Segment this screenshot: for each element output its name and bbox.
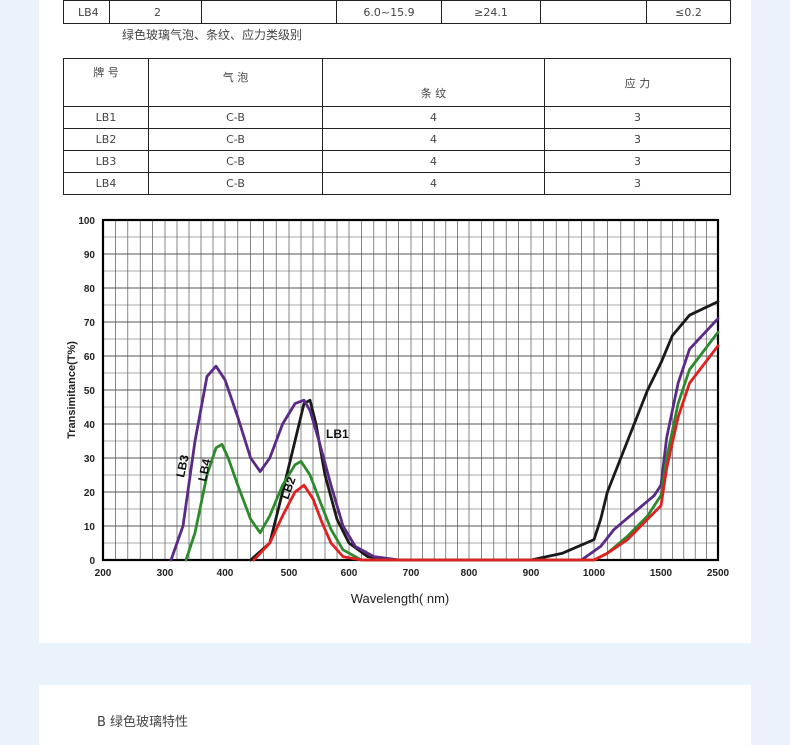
series-line-lb4 (184, 330, 720, 562)
x-tick-label: 1000 (583, 568, 606, 579)
x-tick-label: 1500 (650, 568, 673, 579)
y-tick-label: 70 (84, 318, 96, 329)
table-cell: LB4 (63, 172, 149, 195)
table-row: LB2 C-B 4 3 (63, 128, 731, 151)
x-axis-title: Wavelength( nm) (351, 591, 450, 606)
y-tick-label: 90 (84, 250, 96, 261)
table-cell: 6.0~15.9 (336, 0, 442, 24)
table-cell: C-B (148, 172, 323, 195)
y-tick-label: 10 (84, 522, 96, 533)
table-cell: C-B (148, 106, 323, 129)
y-tick-label: 40 (84, 420, 96, 431)
grade-table: 牌 号 气 泡 条 纹 应 力 LB1 C-B 4 3 LB2 C-B 4 3 … (63, 58, 731, 195)
table-cell (201, 0, 337, 24)
y-tick-label: 80 (84, 284, 96, 295)
y-tick-label: 100 (78, 216, 95, 227)
table-cell: LB2 (63, 128, 149, 151)
series-line-lb3 (169, 317, 720, 562)
y-tick-label: 50 (84, 386, 96, 397)
section-title: B 绿色玻璃特性 (97, 715, 189, 730)
y-tick-label: 20 (84, 488, 96, 499)
table-cell: 2 (109, 0, 202, 24)
table-caption: 绿色玻璃气泡、条纹、应力类级别 (122, 28, 303, 42)
table-cell: LB1 (63, 106, 149, 129)
y-tick-label: 30 (84, 454, 96, 465)
y-tick-label: 60 (84, 352, 96, 363)
y-axis-title: Transimitance(T%) (66, 341, 78, 439)
table-cell: 4 (322, 150, 545, 173)
table-row: LB4 2 6.0~15.9 ≥24.1 ≤0.2 (63, 0, 731, 24)
y-tick-label: 0 (89, 556, 95, 567)
table-cell: LB4 (63, 0, 110, 24)
x-tick-label: 600 (341, 568, 358, 579)
properties-table: LB4 2 6.0~15.9 ≥24.1 ≤0.2 (63, 0, 731, 24)
series-label-lb1: LB1 (326, 427, 349, 441)
header-cell: 气 泡 (148, 58, 323, 107)
series-line-lb2 (252, 344, 720, 562)
x-tick-label: 900 (523, 568, 540, 579)
table-cell: 4 (322, 172, 545, 195)
table-row: LB4 C-B 4 3 (63, 172, 731, 195)
x-tick-label: 700 (403, 568, 420, 579)
transmittance-chart: 0 10 20 30 40 50 60 70 80 90 100 200 300 400 500 600 700… (66, 216, 730, 606)
series-label-lb3: LB3 (173, 453, 191, 478)
x-tick-label: 200 (95, 568, 112, 579)
table-cell: C-B (148, 150, 323, 173)
x-tick-label: 500 (281, 568, 298, 579)
table-cell (540, 0, 647, 24)
table-cell: 4 (322, 106, 545, 129)
header-cell: 条 纹 (322, 58, 545, 107)
series-label-lb4: LB4 (195, 457, 213, 482)
x-tick-label: 2500 (707, 568, 730, 579)
header-cell: 应 力 (544, 58, 731, 107)
table-row: LB1 C-B 4 3 (63, 106, 731, 129)
table-cell: 3 (544, 106, 731, 129)
x-tick-label: 400 (217, 568, 234, 579)
x-tick-label: 800 (461, 568, 478, 579)
table-cell: 4 (322, 128, 545, 151)
series-label-lb2: LB2 (278, 475, 299, 501)
table-cell: 3 (544, 150, 731, 173)
table-cell: ≤0.2 (646, 0, 731, 24)
table-cell: 3 (544, 128, 731, 151)
header-cell: 牌 号 (63, 58, 149, 107)
table-cell: LB3 (63, 150, 149, 173)
table-header-row: 牌 号 气 泡 条 纹 应 力 (63, 58, 731, 107)
x-tick-label: 300 (157, 568, 174, 579)
table-cell: 3 (544, 172, 731, 195)
table-row: LB3 C-B 4 3 (63, 150, 731, 173)
table-cell: C-B (148, 128, 323, 151)
table-cell: ≥24.1 (441, 0, 541, 24)
